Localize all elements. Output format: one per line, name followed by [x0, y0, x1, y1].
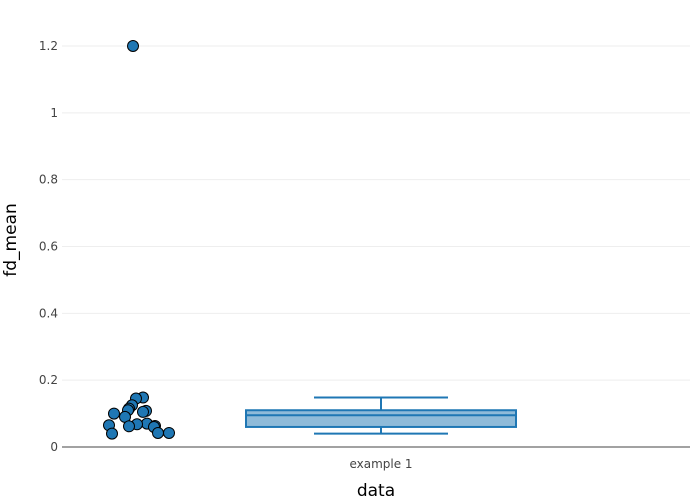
data-point	[108, 407, 120, 420]
y-tick-label: 1	[50, 106, 58, 120]
y-tick-labels: 0 0.2 0.4 0.6 0.8 1 1.2	[39, 39, 58, 454]
x-tick-labels: example 1	[349, 457, 412, 471]
data-point	[123, 420, 135, 433]
gridlines	[62, 45, 690, 381]
y-tick-label: 0.6	[39, 240, 58, 254]
y-axis-title: fd_mean	[1, 203, 21, 277]
data-point	[127, 40, 139, 52]
points-trace	[103, 40, 175, 440]
data-point	[163, 426, 175, 439]
y-tick-label: 0.2	[39, 373, 58, 387]
x-tick-label: example 1	[349, 457, 412, 471]
box	[245, 409, 517, 428]
x-axis-title: data	[357, 481, 395, 500]
data-point	[106, 427, 118, 440]
data-point	[137, 405, 149, 418]
y-tick-label: 0.4	[39, 306, 58, 320]
data-point	[152, 426, 164, 439]
y-tick-label: 0	[50, 440, 58, 454]
box-trace	[245, 396, 517, 435]
y-tick-label: 0.8	[39, 173, 58, 187]
y-tick-label: 1.2	[39, 39, 58, 53]
